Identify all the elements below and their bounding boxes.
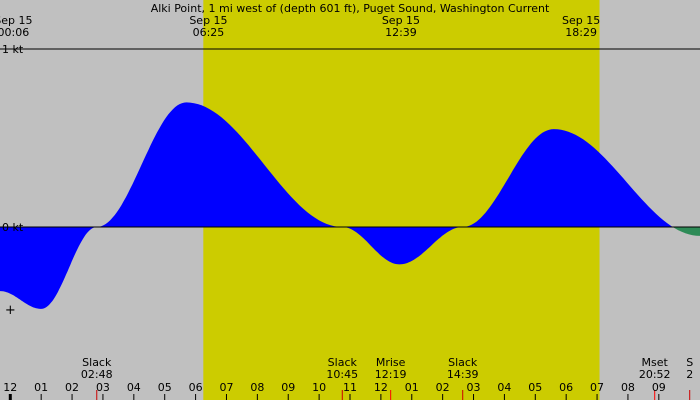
x-tick-label: 03 bbox=[96, 381, 110, 394]
event-name: Mset bbox=[642, 356, 669, 369]
x-tick-label: 09 bbox=[652, 381, 666, 394]
event-time: 12:19 bbox=[375, 368, 407, 381]
x-tick-label: 12 bbox=[374, 381, 388, 394]
x-tick-label: 01 bbox=[34, 381, 48, 394]
x-tick-label: 07 bbox=[590, 381, 604, 394]
event-time: 2 bbox=[686, 368, 693, 381]
top-annotation-date: Sep 15 bbox=[189, 14, 227, 27]
chart-title: Alki Point, 1 mi west of (depth 601 ft),… bbox=[151, 2, 550, 15]
event-time: 10:45 bbox=[326, 368, 358, 381]
top-annotation-time: 00:06 bbox=[0, 26, 29, 39]
x-tick-label: 03 bbox=[467, 381, 481, 394]
x-tick-label: 12 bbox=[3, 381, 17, 394]
bottom-events: Slack02:48Slack10:45Mrise12:19Slack14:39… bbox=[81, 356, 693, 400]
x-tick-label: 06 bbox=[189, 381, 203, 394]
top-annotation-date: Sep 15 bbox=[382, 14, 420, 27]
top-annotation-time: 06:25 bbox=[193, 26, 225, 39]
x-tick-label: 02 bbox=[65, 381, 79, 394]
event-name: Mrise bbox=[376, 356, 406, 369]
x-tick-label: 05 bbox=[528, 381, 542, 394]
event-name: Slack bbox=[328, 356, 358, 369]
top-annotation-time: 12:39 bbox=[385, 26, 417, 39]
y-label-0-kt: 0 kt bbox=[2, 221, 24, 234]
x-tick-label: 11 bbox=[343, 381, 357, 394]
x-tick-label: 08 bbox=[621, 381, 635, 394]
top-annotation-date: Sep 15 bbox=[562, 14, 600, 27]
x-tick-label: 02 bbox=[436, 381, 450, 394]
top-annotation-time: 18:29 bbox=[565, 26, 597, 39]
x-tick-label: 01 bbox=[405, 381, 419, 394]
x-tick-label: 10 bbox=[312, 381, 326, 394]
event-time: 20:52 bbox=[639, 368, 671, 381]
x-tick-label: 06 bbox=[559, 381, 573, 394]
event-name: Slack bbox=[448, 356, 478, 369]
x-tick-label: 09 bbox=[281, 381, 295, 394]
current-marker: + bbox=[5, 303, 16, 318]
event-time: 02:48 bbox=[81, 368, 113, 381]
x-axis-ticks: 1112010203040506070809101112010203040506… bbox=[3, 381, 666, 400]
ebb-area bbox=[672, 227, 700, 236]
x-tick-label: 04 bbox=[127, 381, 141, 394]
top-annotation-date: Sep 15 bbox=[0, 14, 32, 27]
x-tick-label: 05 bbox=[158, 381, 172, 394]
flood-area bbox=[0, 102, 673, 309]
event-name: Slack bbox=[82, 356, 112, 369]
x-tick-label: 08 bbox=[250, 381, 264, 394]
event-name: S bbox=[686, 356, 693, 369]
y-label-1-kt: 1 kt bbox=[2, 43, 24, 56]
x-tick-label: 07 bbox=[219, 381, 233, 394]
x-tick-label: 04 bbox=[497, 381, 511, 394]
current-area-group bbox=[0, 102, 700, 309]
event-time: 14:39 bbox=[447, 368, 479, 381]
